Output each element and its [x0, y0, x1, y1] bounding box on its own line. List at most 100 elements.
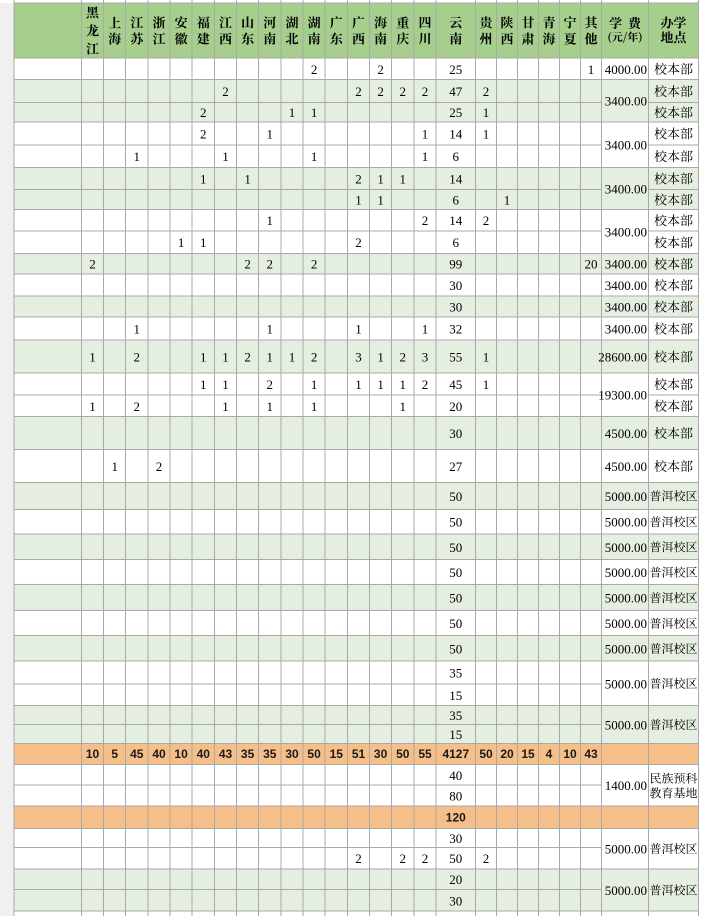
svg-text:2: 2: [483, 851, 490, 866]
svg-text:3400.00: 3400.00: [605, 322, 647, 337]
svg-text:2: 2: [400, 851, 407, 866]
svg-text:43: 43: [219, 747, 233, 761]
svg-text:1: 1: [200, 235, 207, 250]
svg-text:3: 3: [355, 350, 362, 365]
svg-text:1: 1: [267, 399, 274, 414]
svg-text:10: 10: [86, 747, 100, 761]
svg-text:3400.00: 3400.00: [605, 278, 647, 293]
svg-text:5: 5: [111, 747, 118, 761]
svg-text:4127: 4127: [442, 747, 469, 761]
svg-text:2: 2: [267, 257, 274, 272]
svg-text:32: 32: [449, 322, 462, 337]
svg-text:2: 2: [377, 84, 384, 99]
svg-text:99: 99: [449, 257, 462, 272]
svg-text:1: 1: [134, 149, 141, 164]
svg-text:3400.00: 3400.00: [605, 138, 647, 153]
svg-text:50: 50: [449, 851, 462, 866]
svg-text:1: 1: [355, 193, 362, 208]
svg-text:30: 30: [449, 831, 462, 846]
svg-text:6: 6: [453, 149, 460, 164]
svg-text:5000.00: 5000.00: [605, 515, 647, 530]
svg-text:2: 2: [311, 62, 318, 77]
svg-text:1: 1: [267, 126, 274, 141]
svg-text:1: 1: [134, 322, 141, 337]
svg-text:2: 2: [200, 126, 207, 141]
svg-text:1: 1: [289, 350, 296, 365]
svg-text:2: 2: [422, 377, 429, 392]
svg-text:20: 20: [585, 257, 598, 272]
svg-text:1: 1: [483, 126, 490, 141]
svg-text:47: 47: [449, 84, 463, 99]
svg-text:3: 3: [422, 350, 429, 365]
svg-text:5000.00: 5000.00: [605, 540, 647, 555]
svg-text:5000.00: 5000.00: [605, 489, 647, 504]
svg-text:1: 1: [222, 399, 229, 414]
svg-text:5000.00: 5000.00: [605, 883, 647, 898]
svg-text:1: 1: [504, 193, 511, 208]
svg-text:2: 2: [355, 171, 362, 186]
svg-text:55: 55: [418, 747, 432, 761]
svg-text:5000.00: 5000.00: [605, 642, 647, 657]
svg-text:3400.00: 3400.00: [605, 94, 647, 109]
svg-text:1: 1: [89, 350, 96, 365]
svg-text:30: 30: [449, 426, 462, 441]
svg-text:1: 1: [311, 105, 318, 120]
svg-text:1: 1: [400, 377, 407, 392]
svg-text:40: 40: [152, 747, 166, 761]
svg-text:5000.00: 5000.00: [605, 842, 647, 857]
svg-text:5000.00: 5000.00: [605, 616, 647, 631]
svg-text:1: 1: [588, 62, 595, 77]
svg-text:10: 10: [563, 747, 577, 761]
svg-text:5000.00: 5000.00: [605, 676, 647, 691]
svg-text:4: 4: [546, 747, 553, 761]
svg-text:4500.00: 4500.00: [605, 426, 647, 441]
svg-text:4500.00: 4500.00: [605, 459, 647, 474]
svg-text:1: 1: [483, 105, 490, 120]
svg-text:2: 2: [483, 213, 490, 228]
svg-text:50: 50: [449, 591, 462, 606]
svg-text:1: 1: [178, 235, 185, 250]
svg-text:30: 30: [285, 747, 299, 761]
svg-text:50: 50: [449, 616, 462, 631]
svg-text:120: 120: [446, 810, 466, 824]
svg-text:1: 1: [400, 399, 407, 414]
svg-text:6: 6: [453, 235, 460, 250]
svg-text:1: 1: [311, 149, 318, 164]
svg-text:45: 45: [130, 747, 144, 761]
svg-text:25: 25: [449, 105, 462, 120]
svg-text:1: 1: [483, 377, 490, 392]
svg-text:2: 2: [222, 84, 229, 99]
svg-text:30: 30: [374, 747, 388, 761]
svg-text:1: 1: [267, 213, 274, 228]
svg-text:1: 1: [289, 105, 296, 120]
svg-text:2: 2: [422, 213, 429, 228]
svg-text:1: 1: [377, 377, 384, 392]
svg-text:2: 2: [267, 377, 274, 392]
svg-text:1: 1: [377, 350, 384, 365]
svg-text:40: 40: [449, 768, 462, 783]
svg-text:30: 30: [449, 300, 462, 315]
svg-text:35: 35: [449, 708, 462, 723]
svg-text:14: 14: [449, 126, 463, 141]
svg-text:1: 1: [89, 399, 96, 414]
svg-text:25: 25: [449, 62, 462, 77]
svg-text:50: 50: [396, 747, 410, 761]
svg-text:20: 20: [500, 747, 514, 761]
svg-text:2: 2: [134, 350, 141, 365]
svg-text:1: 1: [400, 171, 407, 186]
svg-text:27: 27: [449, 459, 463, 474]
svg-text:2: 2: [355, 851, 362, 866]
svg-text:40: 40: [197, 747, 211, 761]
svg-text:50: 50: [449, 642, 462, 657]
svg-text:50: 50: [449, 565, 462, 580]
svg-text:30: 30: [449, 893, 462, 908]
svg-text:1: 1: [244, 171, 251, 186]
svg-text:5000.00: 5000.00: [605, 717, 647, 732]
svg-text:43: 43: [584, 747, 598, 761]
svg-text:6: 6: [453, 193, 460, 208]
svg-text:3400.00: 3400.00: [605, 257, 647, 272]
svg-text:14: 14: [449, 171, 463, 186]
svg-text:4000.00: 4000.00: [605, 62, 647, 77]
svg-text:2: 2: [200, 105, 207, 120]
svg-text:1: 1: [355, 377, 362, 392]
